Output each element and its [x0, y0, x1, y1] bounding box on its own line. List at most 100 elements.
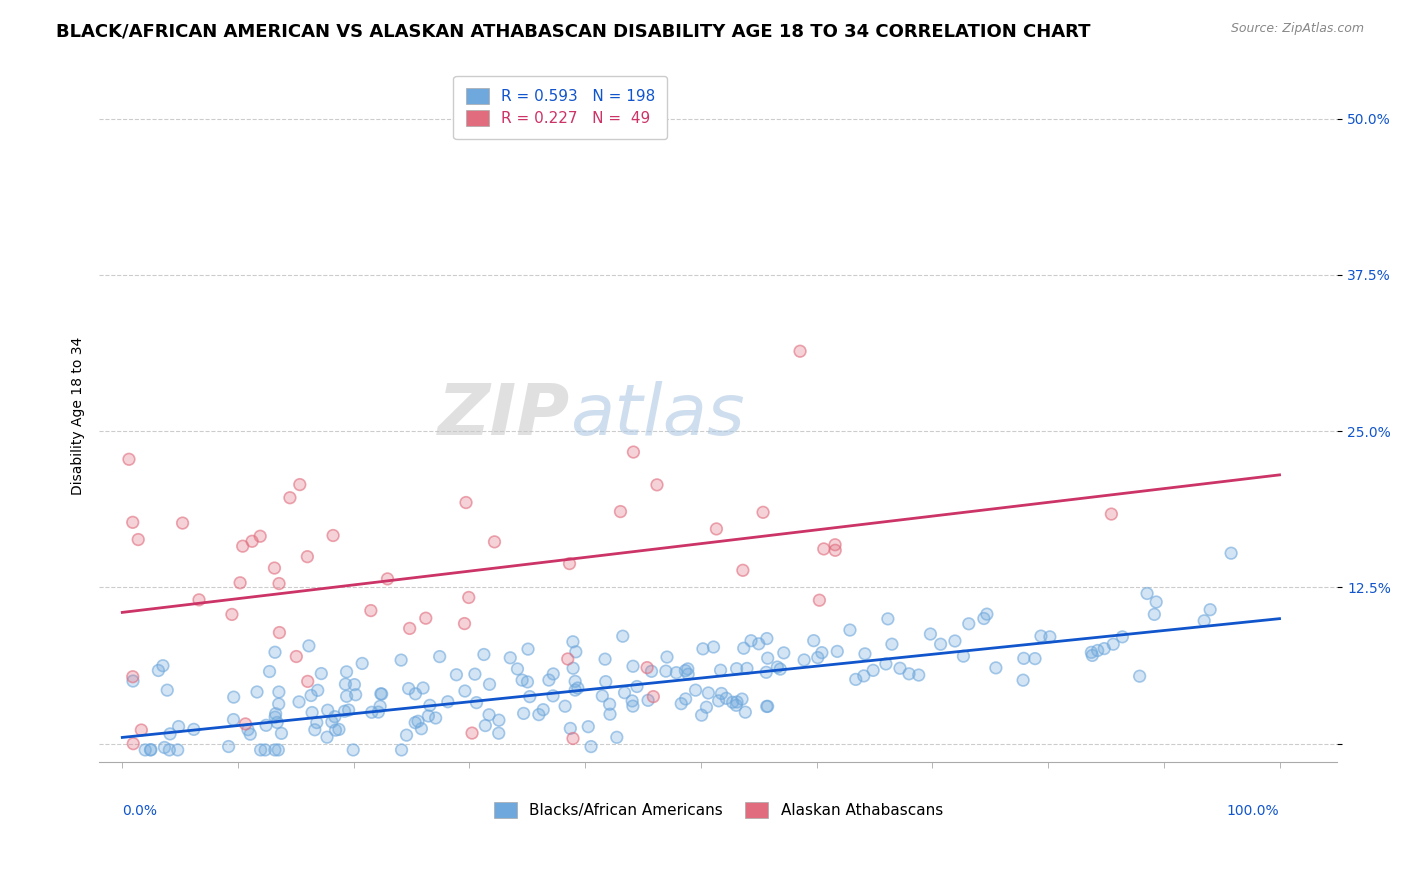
Point	[166, 743, 188, 757]
Point	[188, 592, 211, 607]
Point	[880, 637, 903, 651]
Point	[733, 641, 755, 656]
Point	[593, 652, 616, 666]
Point	[685, 683, 707, 698]
Point	[398, 681, 420, 696]
Point	[676, 662, 699, 676]
Point	[367, 705, 389, 719]
Point	[984, 661, 1007, 675]
Point	[636, 660, 658, 674]
Point	[875, 657, 897, 671]
Point	[288, 477, 311, 491]
Point	[259, 665, 281, 679]
Point	[148, 664, 170, 678]
Point	[188, 592, 211, 607]
Point	[240, 534, 263, 549]
Point	[1087, 643, 1109, 657]
Point	[564, 674, 586, 689]
Point	[325, 723, 347, 738]
Point	[343, 678, 366, 692]
Point	[579, 739, 602, 754]
Point	[267, 685, 290, 699]
Point	[122, 673, 145, 688]
Point	[246, 685, 269, 699]
Point	[748, 637, 770, 651]
Point	[270, 726, 292, 740]
Point	[278, 491, 301, 505]
Point	[264, 710, 287, 724]
Point	[606, 731, 628, 745]
Point	[731, 692, 754, 706]
Point	[593, 652, 616, 666]
Point	[235, 717, 257, 731]
Point	[285, 649, 308, 664]
Point	[673, 664, 696, 678]
Point	[516, 674, 538, 689]
Point	[307, 683, 329, 698]
Point	[609, 505, 631, 519]
Point	[755, 699, 778, 714]
Point	[139, 743, 162, 757]
Point	[676, 667, 699, 681]
Point	[118, 452, 141, 467]
Point	[852, 669, 875, 683]
Point	[853, 647, 876, 661]
Text: Source: ZipAtlas.com: Source: ZipAtlas.com	[1230, 22, 1364, 36]
Point	[336, 690, 359, 704]
Point	[725, 662, 748, 676]
Point	[342, 743, 364, 757]
Point	[1136, 586, 1159, 600]
Point	[725, 698, 748, 713]
Point	[316, 703, 339, 717]
Point	[510, 673, 533, 687]
Point	[406, 714, 429, 729]
Point	[172, 516, 194, 530]
Point	[554, 699, 576, 714]
Point	[249, 529, 271, 543]
Point	[506, 662, 529, 676]
Point	[263, 561, 285, 575]
Point	[721, 695, 744, 709]
Point	[474, 718, 496, 732]
Point	[506, 662, 529, 676]
Point	[595, 674, 617, 689]
Point	[1039, 630, 1062, 644]
Point	[811, 646, 834, 660]
Point	[1024, 651, 1046, 665]
Point	[159, 727, 181, 741]
Text: ZIP: ZIP	[437, 381, 569, 450]
Point	[558, 557, 581, 571]
Point	[807, 650, 830, 665]
Point	[824, 543, 846, 558]
Point	[118, 452, 141, 467]
Point	[457, 591, 479, 605]
Point	[1099, 507, 1122, 521]
Point	[370, 687, 392, 701]
Point	[612, 629, 634, 643]
Point	[772, 646, 794, 660]
Point	[395, 728, 418, 742]
Point	[561, 634, 583, 648]
Point	[740, 633, 762, 648]
Point	[957, 616, 980, 631]
Point	[1143, 607, 1166, 622]
Point	[793, 653, 815, 667]
Point	[465, 696, 488, 710]
Point	[299, 689, 322, 703]
Point	[263, 561, 285, 575]
Point	[436, 695, 458, 709]
Point	[709, 663, 731, 677]
Point	[613, 686, 636, 700]
Point	[527, 707, 550, 722]
Point	[510, 673, 533, 687]
Point	[127, 533, 149, 547]
Point	[808, 593, 831, 607]
Point	[472, 648, 495, 662]
Point	[156, 683, 179, 698]
Point	[721, 695, 744, 709]
Point	[692, 641, 714, 656]
Point	[368, 699, 391, 714]
Point	[655, 664, 678, 678]
Point	[464, 667, 486, 681]
Point	[121, 670, 143, 684]
